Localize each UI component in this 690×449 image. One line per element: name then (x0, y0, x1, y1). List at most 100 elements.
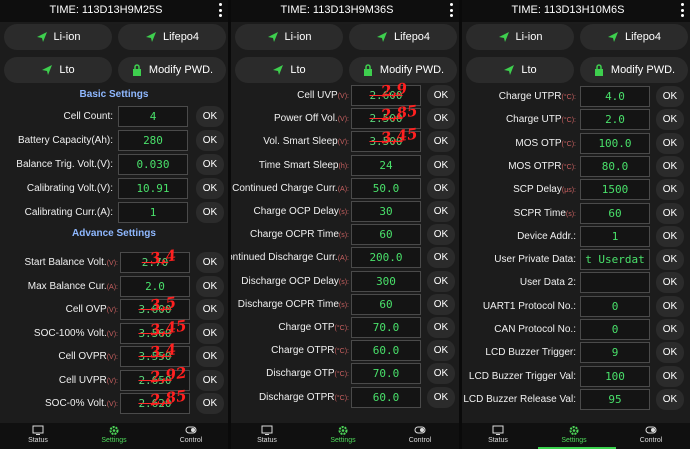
ok-button[interactable]: OK (656, 365, 684, 387)
tab-settings[interactable]: Settings (318, 425, 368, 444)
ok-button[interactable]: OK (656, 225, 684, 247)
setting-value-input[interactable]: 30 (351, 201, 421, 222)
ok-button[interactable]: OK (656, 179, 684, 201)
modify-pwd-button[interactable]: Modify PWD. (580, 57, 688, 83)
ok-button[interactable]: OK (656, 86, 684, 107)
ok-button[interactable]: OK (196, 322, 224, 344)
setting-value-input[interactable]: 10.91 (118, 178, 188, 199)
more-menu-icon[interactable] (680, 3, 684, 17)
ok-button[interactable]: OK (427, 201, 455, 222)
ok-button[interactable]: OK (196, 154, 224, 175)
ok-button[interactable]: OK (196, 346, 224, 367)
ok-button[interactable]: OK (196, 275, 224, 297)
ok-button[interactable]: OK (656, 109, 684, 131)
li-ion-button[interactable]: Li-ion (466, 24, 574, 50)
setting-value-input[interactable]: 1 (118, 202, 188, 223)
setting-value-input[interactable]: 24 (351, 154, 421, 176)
setting-value-input[interactable]: 9 (580, 342, 650, 364)
setting-value-input[interactable]: 60.0 (351, 386, 421, 408)
setting-value-input[interactable]: 3.500 (351, 131, 421, 153)
tab-control[interactable]: Control (626, 425, 676, 444)
setting-value-input[interactable]: 70.0 (351, 363, 421, 385)
ok-button[interactable]: OK (427, 363, 455, 385)
setting-value-input[interactable]: 4.0 (580, 86, 650, 107)
setting-value-input[interactable]: 0 (580, 319, 650, 340)
ok-button[interactable]: OK (427, 177, 455, 199)
setting-value-input[interactable]: 60 (351, 224, 421, 246)
lifepo4-button[interactable]: Lifepo4 (118, 24, 226, 50)
tab-status[interactable]: Status (13, 425, 63, 444)
setting-value-input[interactable]: 300 (351, 270, 421, 292)
ok-button[interactable]: OK (196, 130, 224, 151)
setting-value-input[interactable]: 2.0 (120, 275, 190, 297)
setting-value-input[interactable]: 100 (580, 365, 650, 387)
ok-button[interactable]: OK (427, 131, 455, 153)
ok-button[interactable]: OK (196, 202, 224, 223)
ok-button[interactable]: OK (427, 85, 455, 106)
setting-value-input[interactable]: 80.0 (580, 155, 650, 177)
ok-button[interactable]: OK (656, 295, 684, 317)
ok-button[interactable]: OK (427, 340, 455, 362)
ok-button[interactable]: OK (656, 272, 684, 294)
ok-button[interactable]: OK (656, 132, 684, 154)
ok-button[interactable]: OK (656, 388, 684, 410)
ok-button[interactable]: OK (656, 155, 684, 177)
setting-value-input[interactable]: 0.030 (118, 154, 188, 175)
tab-status[interactable]: Status (473, 425, 523, 444)
setting-value-input[interactable]: 2.620 (120, 393, 190, 414)
setting-value-input[interactable]: 60 (351, 293, 421, 315)
setting-value-input[interactable]: 2.650 (120, 369, 190, 391)
setting-value-input[interactable]: 100.0 (580, 132, 650, 154)
li-ion-button[interactable]: Li-ion (4, 24, 112, 50)
ok-button[interactable]: OK (427, 224, 455, 246)
setting-value-input[interactable]: 2.500 (351, 108, 421, 130)
ok-button[interactable]: OK (656, 319, 684, 340)
setting-value-input[interactable]: 1 (580, 225, 650, 247)
setting-value-input[interactable]: 70.0 (351, 317, 421, 338)
tab-status[interactable]: Status (242, 425, 292, 444)
tab-settings[interactable]: Settings (89, 425, 139, 444)
tab-settings[interactable]: Settings (549, 425, 599, 444)
ok-button[interactable]: OK (656, 249, 684, 271)
ok-button[interactable]: OK (427, 386, 455, 408)
ok-button[interactable]: OK (656, 202, 684, 224)
ok-button[interactable]: OK (427, 270, 455, 292)
ok-button[interactable]: OK (427, 247, 455, 269)
ok-button[interactable]: OK (427, 317, 455, 338)
ok-button[interactable]: OK (196, 106, 224, 127)
ok-button[interactable]: OK (427, 154, 455, 176)
setting-value-input[interactable]: 60.0 (351, 340, 421, 362)
more-menu-icon[interactable] (218, 3, 222, 17)
setting-value-input[interactable]: 3.560 (120, 322, 190, 344)
setting-value-input[interactable]: 280 (118, 130, 188, 151)
ok-button[interactable]: OK (196, 252, 224, 273)
lto-button[interactable]: Lto (4, 57, 112, 83)
lifepo4-button[interactable]: Lifepo4 (580, 24, 688, 50)
more-menu-icon[interactable] (449, 3, 453, 17)
ok-button[interactable]: OK (196, 299, 224, 320)
tab-control[interactable]: Control (166, 425, 216, 444)
tab-control[interactable]: Control (395, 425, 445, 444)
modify-pwd-button[interactable]: Modify PWD. (349, 57, 457, 83)
setting-value-input[interactable]: 2.0 (580, 109, 650, 131)
lto-button[interactable]: Lto (235, 57, 343, 83)
setting-value-input[interactable]: 200.0 (351, 247, 421, 269)
setting-value-input[interactable]: 60 (580, 202, 650, 224)
lto-button[interactable]: Lto (466, 57, 574, 83)
ok-button[interactable]: OK (427, 293, 455, 315)
ok-button[interactable]: OK (656, 342, 684, 364)
lifepo4-button[interactable]: Lifepo4 (349, 24, 457, 50)
setting-value-input[interactable]: 3.550 (120, 346, 190, 367)
setting-value-input[interactable]: 50.0 (351, 177, 421, 199)
setting-value-input[interactable]: 1500 (580, 179, 650, 201)
setting-value-input[interactable]: t Userdat (580, 249, 650, 271)
modify-pwd-button[interactable]: Modify PWD. (118, 57, 226, 83)
setting-value-input[interactable]: 2.70 (120, 252, 190, 273)
li-ion-button[interactable]: Li-ion (235, 24, 343, 50)
ok-button[interactable]: OK (427, 108, 455, 130)
ok-button[interactable]: OK (196, 369, 224, 391)
ok-button[interactable]: OK (196, 393, 224, 414)
setting-value-input[interactable]: 3.600 (120, 299, 190, 320)
setting-value-input[interactable]: 2.600 (351, 85, 421, 106)
setting-value-input[interactable] (580, 272, 650, 294)
